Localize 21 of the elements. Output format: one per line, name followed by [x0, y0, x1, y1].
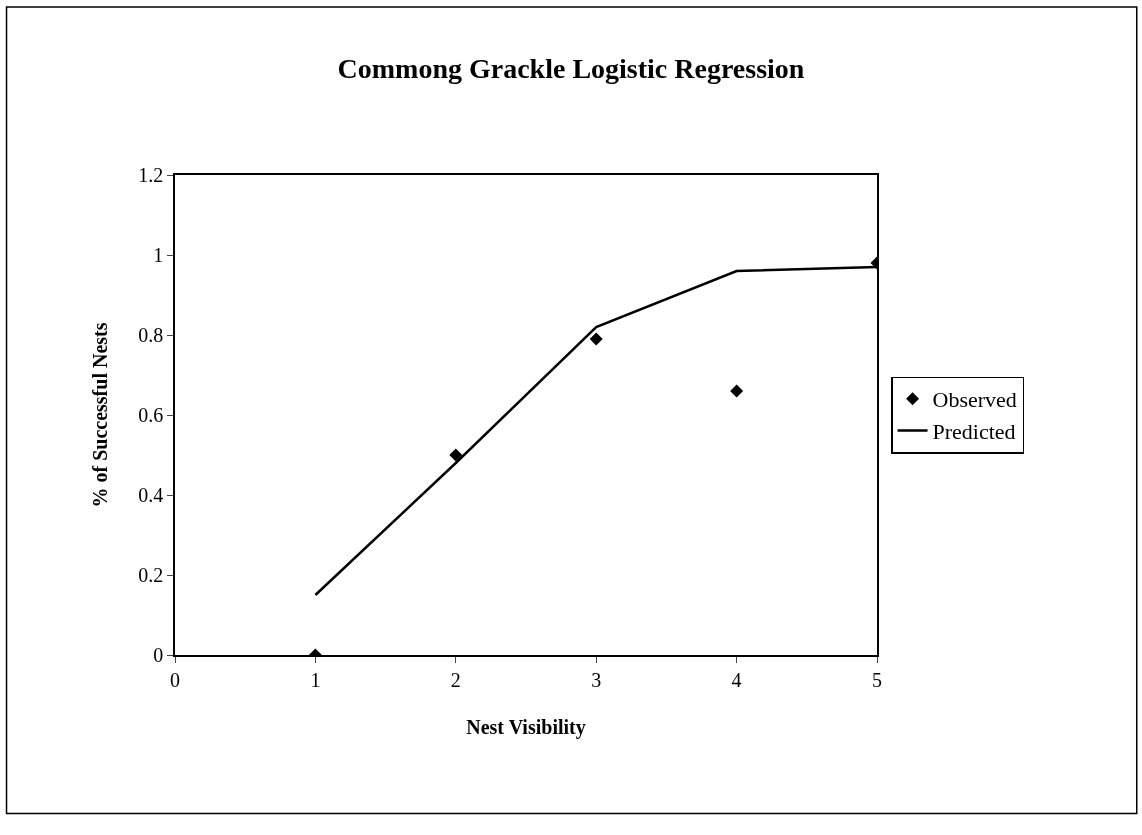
x-tick-label: 0 [170, 668, 180, 691]
x-axis-title: Nest Visibility [466, 715, 586, 739]
y-axis-title: % of Successful Nests [89, 322, 112, 508]
y-tick-label: 0.8 [138, 324, 164, 346]
x-tick-label: 4 [731, 668, 742, 691]
point [730, 384, 744, 398]
chart-title: Commong Grackle Logistic Regression [337, 53, 805, 85]
y-tick-label: 0.2 [138, 564, 164, 586]
point [449, 448, 463, 462]
legend-label: Observed [932, 387, 1017, 413]
x-tick-label: 3 [591, 668, 602, 691]
x-tick-label: 2 [450, 668, 461, 691]
y-tick-label: 0.6 [138, 404, 164, 426]
y-tick-label: 1 [153, 244, 164, 266]
y-tick-label: 0.4 [138, 484, 164, 506]
point [589, 332, 603, 346]
x-tick-label: 5 [872, 668, 882, 691]
x-tick-label: 1 [310, 668, 321, 691]
y-tick-label: 0 [153, 644, 164, 666]
legend-label: Predicted [932, 418, 1016, 444]
y-tick-label: 1.2 [138, 164, 164, 186]
